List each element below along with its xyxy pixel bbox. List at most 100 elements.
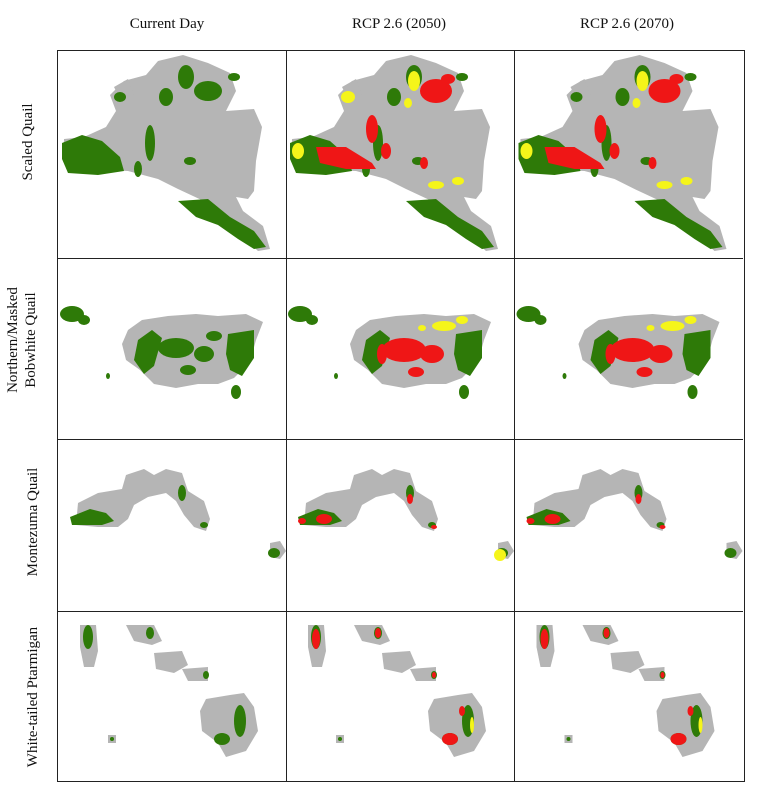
lost-area: [377, 344, 387, 364]
distribution-map-scaled-2: [518, 55, 727, 251]
suitable-area: [516, 306, 541, 322]
gained-area: [452, 177, 464, 185]
distribution-map-scaled-1: [290, 55, 498, 251]
map-cell-bobwhite-current: [58, 258, 287, 440]
lost-area: [636, 367, 653, 377]
lost-area: [407, 494, 413, 504]
suitable-area: [682, 330, 711, 376]
suitable-area: [534, 315, 547, 325]
gained-area: [408, 71, 420, 91]
lost-area: [605, 344, 616, 364]
suitable-area: [134, 161, 142, 177]
map-cell-bobwhite-2070: [514, 258, 743, 440]
lost-area: [316, 514, 332, 524]
range-area: [382, 651, 416, 673]
range-area: [656, 693, 715, 757]
distribution-map-ptarmigan-1: [308, 625, 486, 757]
row-label-scaled-quail: Scaled Quail: [19, 103, 37, 180]
suitable-area: [268, 548, 280, 558]
lost-area: [594, 115, 607, 143]
suitable-area: [566, 737, 571, 741]
lost-area: [431, 525, 437, 529]
gained-area: [646, 325, 655, 331]
suitable-area: [362, 330, 390, 374]
map-grid: [57, 50, 745, 782]
suitable-area: [203, 671, 209, 679]
range-area: [582, 625, 619, 645]
gained-area: [632, 98, 641, 108]
suitable-area: [228, 73, 240, 81]
map-cell-ptarmigan-2070: [514, 611, 743, 781]
gained-area: [404, 98, 412, 108]
suitable-area: [145, 125, 155, 161]
lost-area: [648, 345, 673, 363]
lost-area: [669, 74, 684, 84]
range-area: [200, 693, 258, 757]
suitable-area: [288, 306, 312, 322]
suitable-area: [454, 330, 482, 376]
lost-area: [544, 147, 605, 169]
lost-area: [298, 518, 306, 524]
range-area: [532, 469, 667, 531]
distribution-map-ptarmigan-0: [80, 625, 258, 757]
row-label-line: Bobwhite Quail: [23, 292, 39, 388]
range-area: [154, 651, 188, 673]
suitable-area: [83, 625, 93, 649]
row-label-line: Scaled Quail: [20, 103, 36, 181]
row-label-montezuma-quail: Montezuma Quail: [24, 468, 42, 577]
gained-area: [684, 316, 697, 324]
suitable-area: [206, 331, 222, 341]
lost-area: [408, 367, 424, 377]
lost-area: [526, 518, 535, 524]
lost-area: [544, 514, 561, 524]
suitable-area: [634, 199, 723, 249]
lost-area: [660, 672, 665, 678]
suitable-area: [146, 627, 154, 639]
suitable-area: [615, 88, 630, 106]
suitable-area: [178, 199, 266, 249]
map-cell-ptarmigan-2050: [286, 611, 515, 781]
suitable-area: [234, 705, 246, 737]
distribution-map-montezuma-0: [70, 469, 286, 559]
map-cell-scaled-2050: [286, 51, 515, 259]
range-area: [291, 55, 498, 251]
map-cell-montezuma-2050: [286, 439, 515, 612]
suitable-area: [70, 509, 114, 525]
range-area: [519, 55, 727, 251]
range-area: [182, 667, 208, 681]
row-label-line: Montezuma Quail: [25, 467, 41, 577]
lost-area: [648, 157, 657, 169]
map-cell-montezuma-current: [58, 439, 287, 612]
range-area: [428, 693, 486, 757]
suitable-area: [106, 373, 110, 379]
column-header-current-day: Current Day: [129, 16, 205, 32]
suitable-area: [406, 199, 494, 249]
distribution-map-ptarmigan-2: [536, 625, 715, 757]
lost-area: [382, 338, 426, 362]
distribution-map-bobwhite-1: [288, 306, 491, 399]
suitable-area: [226, 330, 254, 376]
suitable-area: [214, 733, 230, 745]
range-area: [638, 667, 665, 681]
gained-area: [636, 71, 649, 91]
distribution-map-bobwhite-2: [516, 306, 720, 399]
suitable-area: [684, 73, 697, 81]
gained-area: [656, 181, 673, 189]
suitable-area: [334, 373, 338, 379]
lost-area: [420, 79, 452, 103]
range-area: [63, 55, 270, 251]
gained-area: [470, 717, 474, 733]
range-area: [76, 469, 210, 531]
lost-area: [609, 143, 620, 159]
gained-area: [456, 316, 468, 324]
range-area: [126, 625, 162, 645]
suitable-area: [200, 522, 208, 528]
suitable-area: [338, 737, 342, 741]
row-label-white-tailed-ptarmigan: White-tailed Ptarmigan: [24, 627, 42, 767]
row-label-bobwhite-quail: Northern/Masked Bobwhite Quail: [4, 287, 40, 393]
lost-area: [316, 147, 376, 169]
lost-area: [648, 79, 681, 103]
suitable-area: [456, 73, 468, 81]
lost-area: [441, 74, 455, 84]
range-area: [410, 667, 436, 681]
